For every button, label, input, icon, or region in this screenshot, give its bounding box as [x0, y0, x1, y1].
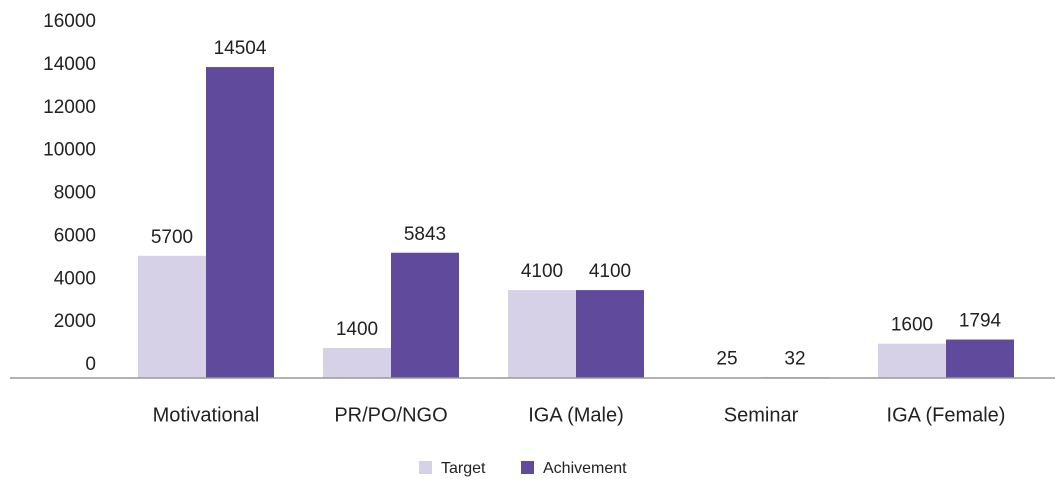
x-tick-label: PR/PO/NGO: [334, 404, 447, 426]
data-label: 5843: [404, 224, 446, 245]
data-label: 4100: [589, 261, 631, 282]
bar: [508, 290, 576, 378]
data-label: 14504: [214, 38, 267, 59]
x-tick-label: Motivational: [153, 404, 260, 426]
x-tick-label: IGA (Female): [887, 404, 1006, 426]
data-label: 1600: [891, 315, 933, 336]
y-tick-label: 14000: [43, 54, 96, 75]
y-tick-label: 16000: [43, 11, 96, 32]
bar: [576, 290, 644, 378]
bar: [323, 347, 391, 378]
data-label: 25: [716, 348, 737, 369]
bar: [138, 255, 206, 378]
bar: [206, 67, 274, 379]
y-tick-label: 4000: [54, 268, 96, 289]
data-label: 5700: [151, 227, 193, 248]
x-tick-label: IGA (Male): [528, 404, 624, 426]
y-tick-label: 6000: [54, 225, 96, 246]
legend-label: Achivement: [543, 460, 627, 477]
legend-swatch: [521, 461, 534, 474]
x-tick-label: Seminar: [724, 404, 799, 426]
data-label: 1400: [336, 319, 378, 340]
y-tick-label: 12000: [43, 97, 96, 118]
data-label: 1794: [959, 311, 1002, 332]
data-label: 32: [784, 348, 805, 369]
bar: [878, 343, 946, 378]
data-label: 4100: [521, 261, 563, 282]
y-tick-label: 10000: [43, 140, 96, 161]
y-tick-label: 0: [85, 354, 96, 375]
y-tick-label: 2000: [54, 311, 96, 332]
bar: [391, 252, 459, 378]
legend-label: Target: [441, 460, 486, 477]
y-tick-label: 8000: [54, 183, 96, 204]
legend-swatch: [419, 461, 432, 474]
bar: [946, 339, 1014, 378]
